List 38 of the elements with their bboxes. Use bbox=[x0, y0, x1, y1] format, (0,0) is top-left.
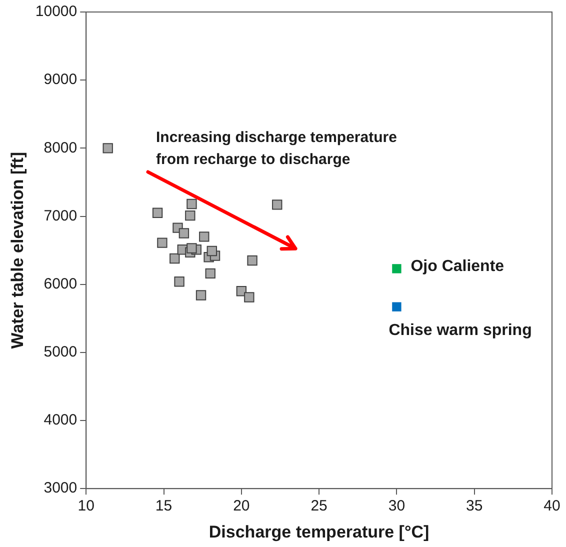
point bbox=[174, 276, 184, 287]
point bbox=[392, 302, 402, 312]
point bbox=[196, 290, 206, 300]
point bbox=[186, 243, 197, 254]
point bbox=[178, 228, 190, 238]
point bbox=[199, 232, 210, 242]
y-tick-label: 5000 bbox=[44, 344, 78, 361]
point bbox=[205, 268, 216, 279]
point bbox=[272, 200, 282, 210]
y-tick-label: 8000 bbox=[44, 139, 78, 156]
point bbox=[206, 246, 217, 256]
point bbox=[102, 143, 113, 154]
series-label: Chise warm spring bbox=[388, 322, 532, 340]
y-tick-label: 6000 bbox=[44, 275, 78, 292]
y-tick-label: 7000 bbox=[44, 207, 78, 224]
x-tick-label: 30 bbox=[388, 498, 406, 515]
x-tick-label: 35 bbox=[466, 498, 483, 515]
y-axis-title: Water table elevation [ft] bbox=[8, 152, 27, 349]
x-tick-label: 20 bbox=[233, 498, 250, 515]
y-tick-label: 4000 bbox=[44, 412, 78, 429]
x-tick-label: 10 bbox=[78, 498, 94, 515]
y-tick-label: 9000 bbox=[44, 71, 78, 88]
series-label: Ojo Caliente bbox=[410, 258, 504, 276]
x-axis-title: Discharge temperature [°C] bbox=[208, 522, 430, 542]
point bbox=[170, 253, 180, 264]
annotation: Increasing discharge temperature from recharge to discharge bbox=[156, 129, 397, 168]
x-tick-label: 40 bbox=[544, 498, 560, 515]
point bbox=[185, 210, 196, 221]
point bbox=[186, 198, 197, 210]
point bbox=[157, 238, 168, 248]
x-tick-label: 25 bbox=[310, 498, 328, 515]
x-tick-label: 15 bbox=[155, 498, 172, 515]
point bbox=[247, 255, 258, 266]
y-tick-label: 3000 bbox=[44, 480, 78, 497]
point bbox=[152, 208, 163, 218]
point bbox=[244, 292, 254, 302]
y-tick-label: 10000 bbox=[35, 3, 78, 20]
point bbox=[392, 264, 402, 274]
